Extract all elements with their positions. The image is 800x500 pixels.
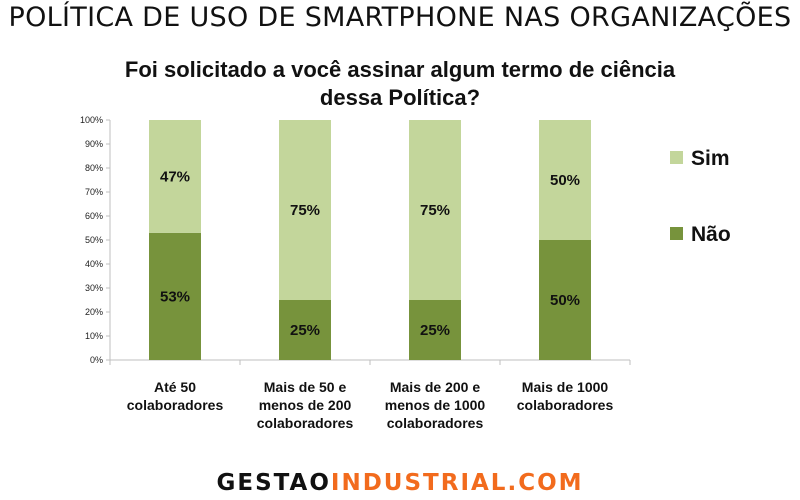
data-label: 53% — [160, 288, 190, 305]
category-label: menos de 200 — [259, 397, 352, 413]
y-tick-label: 100% — [80, 115, 103, 125]
category-label: menos de 1000 — [385, 397, 486, 413]
chart-title-line-2: dessa Política? — [319, 85, 481, 110]
bar-no-4 — [539, 240, 591, 360]
legend: Sim Não — [670, 147, 731, 246]
category-label: Mais de 50 e — [264, 379, 347, 395]
category-label: Mais de 200 e — [390, 379, 480, 395]
category-label: colaboradores — [387, 415, 484, 431]
y-tick-label: 0% — [90, 355, 103, 365]
bar-sim-4 — [539, 120, 591, 240]
category-label: colaboradores — [257, 415, 354, 431]
y-tick-label: 10% — [85, 331, 103, 341]
chart-title: Foi solicitado a você assinar algum term… — [80, 56, 720, 112]
category-label: colaboradores — [127, 397, 224, 413]
bars: 53% 47% 25% 75% 25% 75% 50% 50% — [149, 120, 591, 360]
y-tick-label: 30% — [85, 283, 103, 293]
bar-sim-2 — [279, 120, 331, 300]
data-label: 75% — [420, 202, 450, 219]
y-tick-label: 40% — [85, 259, 103, 269]
y-tick-label: 20% — [85, 307, 103, 317]
legend-swatch — [670, 227, 683, 240]
y-tick-label: 70% — [85, 187, 103, 197]
site-logo: GESTAOINDUSTRIAL.COM — [0, 470, 800, 496]
y-axis: 0% 10% 20% 30% 40% 50% 60% 70% 80% 90% 100% — [80, 115, 111, 365]
bar-sim-1 — [149, 120, 201, 233]
y-tick-label: 50% — [85, 235, 103, 245]
page-title: POLÍTICA DE USO DE SMARTPHONE NAS ORGANI… — [8, 2, 792, 33]
data-label: 50% — [550, 172, 580, 189]
data-label: 25% — [290, 322, 320, 339]
y-tick-label: 90% — [85, 139, 103, 149]
category-label: colaboradores — [517, 397, 614, 413]
bar-sim-3 — [409, 120, 461, 300]
data-label: 50% — [550, 292, 580, 309]
data-label: 75% — [290, 202, 320, 219]
x-axis — [109, 359, 631, 365]
bar-no-3 — [409, 300, 461, 360]
category-labels: Até 50 colaboradores Mais de 50 e menos de … — [127, 379, 614, 431]
logo-part-industrial: INDUSTRIAL.COM — [330, 470, 584, 496]
legend-label: Não — [691, 223, 731, 246]
chart-title-line-1: Foi solicitado a você assinar algum term… — [124, 57, 676, 82]
legend-swatch — [670, 151, 683, 164]
y-tick-label: 80% — [85, 163, 103, 173]
stacked-bar-chart: 0% 10% 20% 30% 40% 50% 60% 70% 80% 90% 100% 53% 47%… — [80, 115, 731, 431]
category-label: Mais de 1000 — [522, 379, 609, 395]
bar-no-2 — [279, 300, 331, 360]
y-tick-label: 60% — [85, 211, 103, 221]
logo-part-gestao: GESTAO — [216, 470, 331, 496]
legend-label: Sim — [691, 147, 730, 170]
data-label: 25% — [420, 322, 450, 339]
data-label: 47% — [160, 168, 190, 185]
category-label: Até 50 — [154, 379, 196, 395]
bar-no-1 — [149, 232, 201, 360]
